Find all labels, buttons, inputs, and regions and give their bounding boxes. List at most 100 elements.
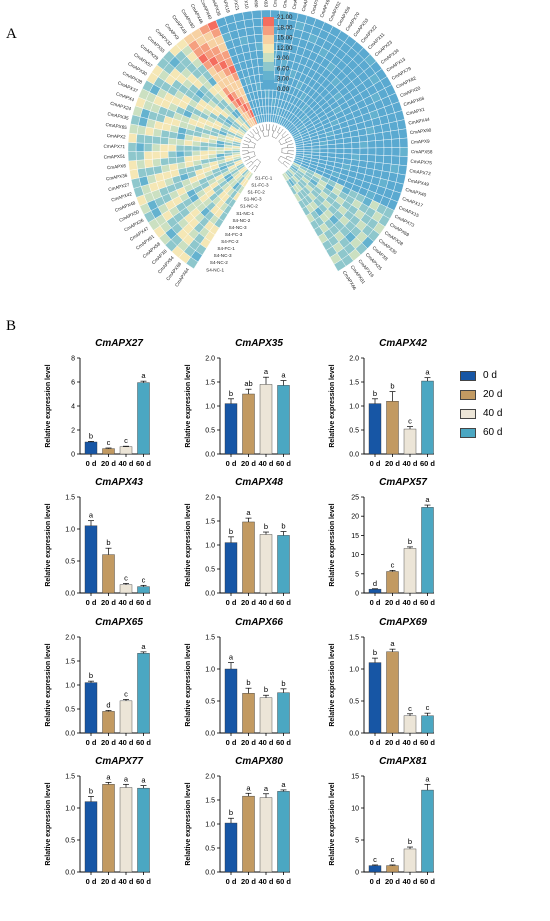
heatmap-cell [143,143,153,152]
y-tick-label: 1.0 [205,404,215,411]
x-tick-label: 0 d [370,877,381,886]
heatmap-cell [175,144,185,152]
bar [84,525,98,594]
heatmap-cell [175,150,185,158]
y-tick-label: 25 [351,495,359,502]
dendrogram-branch [252,126,259,135]
significance-letter: a [425,368,430,377]
gene-label: CmAPX90 [410,128,432,136]
significance-letter: c [124,689,128,698]
bar-chart-grid: CmAPX27 Relative expression level 0 2 4 6 8 b 0 … [45,338,435,886]
heatmap-cell [135,151,145,161]
significance-letter: a [106,772,111,781]
bar [84,441,98,455]
bar [137,586,150,594]
bar [242,693,255,734]
heatmap-cell [253,25,263,36]
significance-letter: b [281,679,285,688]
heatmap-cell [128,160,138,171]
y-tick-label: 0.5 [205,567,215,574]
y-tick-label: 0.5 [205,846,215,853]
y-tick-label: 0.5 [349,428,359,435]
bar-chart: CmAPX81 Relative expression level 0 5 10 15 c 0… [329,756,435,886]
significance-letter: b [89,786,93,795]
colorbar-tick: 18.00 [277,24,293,31]
heatmap-cell [135,133,146,144]
heatmap-cell [398,128,408,139]
colorbar-segment [263,62,274,72]
y-tick-label: 2 [71,428,75,435]
sample-label: S4-FC-2 [221,239,239,244]
significance-letter: b [229,389,233,398]
y-tick-label: 0.0 [205,731,215,738]
significance-letter: a [124,774,129,783]
heatmap-cell [144,158,154,169]
colorbar-segment [263,71,274,81]
heatmap-cell [334,138,344,145]
y-tick-label: 0.0 [65,591,75,598]
gene-label: CmAPX42 [111,191,133,202]
heatmap-cell [246,34,256,45]
dendrogram-branch [252,158,261,168]
y-tick-label: 0.0 [349,452,359,459]
x-tick-label: 20 d [241,877,256,886]
bar [259,697,273,734]
bar-chart: CmAPX48 Relative expression level 0.0 0.5 1.… [185,477,291,607]
y-tick-label: 1.0 [205,822,215,829]
heatmap-cell [391,138,401,148]
y-tick-label: 0.0 [205,870,215,877]
x-tick-label: 60 d [276,877,291,886]
gene-label: CmAPX35 [107,111,129,121]
sample-label: S1-FC-2 [247,190,265,195]
heatmap-cell [254,33,263,43]
y-tick-label: 0.5 [205,699,215,706]
y-tick-label: 2.0 [205,774,215,781]
gene-label: CmAPX58 [411,149,433,154]
x-tick-label: 0 d [370,738,381,747]
y-tick-label: 0.0 [349,731,359,738]
significance-letter: c [391,560,395,569]
heatmap-cell [167,137,177,146]
x-tick-label: 20 d [241,738,256,747]
heatmap-cell [191,150,201,157]
dendrogram-branch [285,155,293,162]
bar [102,448,115,455]
x-tick-label: 20 d [101,738,116,747]
dendrogram-branch [277,126,284,135]
bar [403,548,417,594]
panel-a-label: A [6,26,17,42]
heatmap-cell [382,130,392,141]
significance-letter: d [373,579,377,588]
significance-letter: b [373,389,377,398]
significance-letter: a [281,371,286,380]
bar [386,401,399,455]
bar [421,715,434,734]
dendrogram-branch [248,151,256,159]
dendrogram-branch [284,136,293,143]
colorbar-tick: 21.00 [277,14,293,21]
bar [84,682,98,734]
heatmap-cell [265,97,270,107]
y-tick-label: 1.0 [205,667,215,674]
heatmap-cell [390,155,401,166]
legend-item: 60 d [460,423,502,442]
significance-letter: b [390,382,394,391]
heatmap-cell [351,141,361,149]
heatmap-cell [358,134,368,143]
heatmap-cell [374,132,384,141]
heatmap-cell [223,150,233,154]
significance-letter: a [141,371,146,380]
sample-label: S4-FC-1 [217,246,235,251]
heatmap-cell [327,148,337,154]
x-tick-label: 60 d [420,598,435,607]
bar [259,384,273,455]
legend-item: 0 d [460,366,502,385]
y-axis-label: Relative expression level [45,643,52,726]
significance-letter: b [229,527,233,536]
gene-label: CmAPX75 [410,159,432,166]
heatmap-cell [375,139,385,149]
y-tick-label: 10 [351,552,359,559]
heatmap-cell [251,9,262,20]
significance-letter: b [229,808,233,817]
bar [277,535,290,594]
